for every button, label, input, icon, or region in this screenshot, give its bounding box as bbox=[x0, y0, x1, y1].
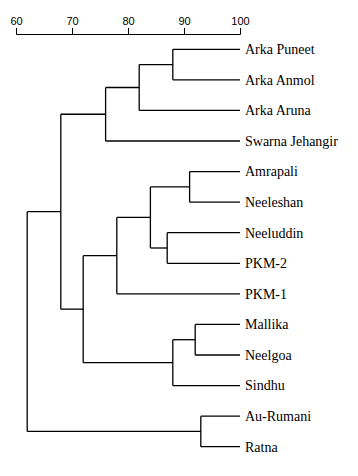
link-horizontal bbox=[167, 232, 240, 233]
link-horizontal bbox=[139, 110, 240, 111]
leaf-label: Neeluddin bbox=[245, 226, 303, 241]
leaf-label: Arka Aruna bbox=[245, 103, 311, 118]
link-horizontal bbox=[106, 87, 140, 88]
leaf-label: Amrapali bbox=[245, 164, 298, 179]
link-horizontal bbox=[139, 64, 173, 65]
leaf-label: Neeleshan bbox=[245, 195, 303, 210]
tick-mark bbox=[128, 28, 129, 34]
tick-label: 100 bbox=[231, 15, 249, 27]
link-horizontal bbox=[27, 211, 61, 212]
leaf-label: PKM-2 bbox=[245, 256, 287, 271]
leaf-label: Au-Rumani bbox=[245, 409, 311, 424]
link-horizontal bbox=[150, 247, 167, 248]
link-horizontal bbox=[201, 415, 240, 416]
tick: 100 bbox=[231, 15, 249, 34]
leaf-label: Neelgoa bbox=[245, 348, 292, 363]
leaf-label: Mallika bbox=[245, 317, 289, 332]
link-horizontal bbox=[61, 114, 106, 115]
tick-mark bbox=[16, 28, 17, 34]
link-horizontal bbox=[83, 362, 173, 363]
link-horizontal bbox=[61, 308, 83, 309]
link-horizontal bbox=[173, 49, 240, 50]
link-horizontal bbox=[190, 171, 240, 172]
leaf-label: PKM-1 bbox=[245, 287, 287, 302]
link-horizontal bbox=[173, 385, 240, 386]
dendrogram-links bbox=[27, 49, 240, 446]
link-horizontal bbox=[173, 339, 195, 340]
link-horizontal bbox=[195, 324, 240, 325]
tick-mark bbox=[72, 28, 73, 34]
link-horizontal bbox=[201, 446, 240, 447]
link-horizontal bbox=[167, 263, 240, 264]
leaf-label: Sindhu bbox=[245, 378, 285, 393]
tick-label: 90 bbox=[178, 15, 190, 27]
tick-mark bbox=[240, 28, 241, 34]
link-horizontal bbox=[173, 79, 240, 80]
link-horizontal bbox=[106, 140, 240, 141]
leaf-label: Ratna bbox=[245, 440, 278, 455]
leaf-label: Swarna Jehangir bbox=[245, 134, 338, 149]
link-horizontal bbox=[27, 431, 201, 432]
link-horizontal bbox=[83, 255, 117, 256]
tick-label: 60 bbox=[10, 15, 22, 27]
leaf-label: Arka Puneet bbox=[245, 42, 315, 57]
tick: 70 bbox=[66, 15, 78, 34]
leaf-label: Arka Anmol bbox=[245, 73, 315, 88]
x-axis: 60 70 80 90 100 bbox=[10, 15, 249, 35]
link-horizontal bbox=[195, 354, 240, 355]
tick: 90 bbox=[178, 15, 190, 34]
axis-line bbox=[17, 28, 241, 35]
tick-label: 80 bbox=[122, 15, 134, 27]
leaf-labels: Arka Puneet Arka Anmol Arka Aruna Swarna Je… bbox=[245, 42, 338, 454]
link-horizontal bbox=[150, 186, 189, 187]
link-horizontal bbox=[117, 217, 151, 218]
chart: Arka Puneet Arka Anmol Arka Aruna Swarna Je… bbox=[0, 0, 358, 476]
link-horizontal bbox=[117, 293, 240, 294]
tick: 60 bbox=[10, 15, 22, 34]
link-vertical bbox=[27, 212, 28, 432]
tick-mark bbox=[184, 28, 185, 34]
plot: Arka Puneet Arka Anmol Arka Aruna Swarna Je… bbox=[10, 15, 338, 455]
tick-label: 70 bbox=[66, 15, 78, 27]
tick: 80 bbox=[122, 15, 134, 34]
link-horizontal bbox=[190, 201, 240, 202]
